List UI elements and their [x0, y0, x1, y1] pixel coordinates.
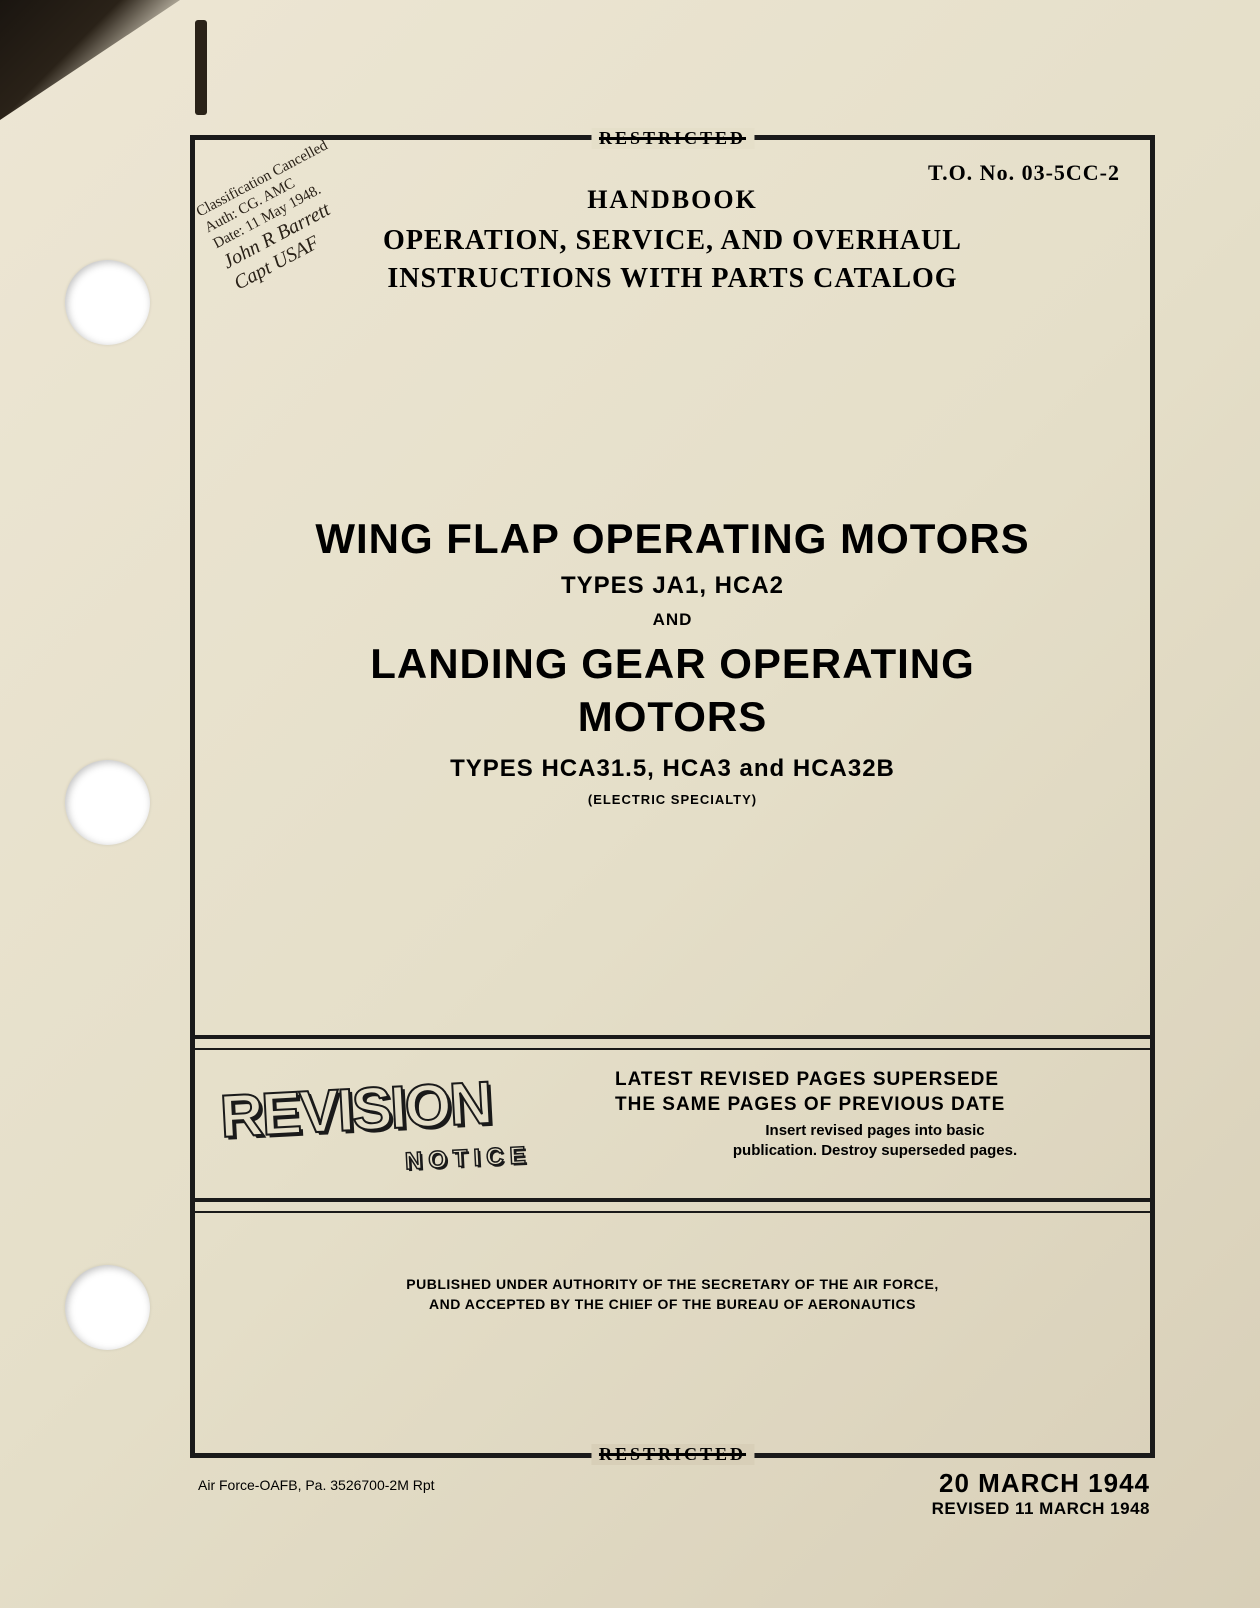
revision-line: publication. Destroy superseded pages. [733, 1142, 1017, 1159]
notice-word: NOTICE [404, 1142, 532, 1177]
authority-line: AND ACCEPTED BY THE CHIEF OF THE BUREAU … [429, 1296, 916, 1312]
punch-hole [65, 760, 150, 845]
punch-hole [65, 260, 150, 345]
publication-date: 20 MARCH 1944 [932, 1468, 1150, 1499]
divider-rule [195, 1198, 1150, 1202]
torn-corner [0, 0, 180, 120]
electric-specialty: (ELECTRIC SPECIALTY) [195, 792, 1150, 807]
revision-notice-block: REVISION NOTICE LATEST REVISED PAGES SUP… [195, 1060, 1150, 1195]
binding-mark [195, 20, 207, 115]
subtitle: OPERATION, SERVICE, AND OVERHAUL INSTRUC… [195, 222, 1150, 298]
divider-rule [195, 1035, 1150, 1039]
subtitle-line: OPERATION, SERVICE, AND OVERHAUL [383, 225, 962, 256]
technical-order-number: T.O. No. 03-5CC-2 [928, 160, 1120, 186]
revision-date: REVISED 11 MARCH 1948 [932, 1499, 1150, 1519]
revision-instruction: Insert revised pages into basic publicat… [615, 1121, 1135, 1160]
handbook-label: HANDBOOK [195, 185, 1150, 215]
revision-text: LATEST REVISED PAGES SUPERSEDE THE SAME … [615, 1068, 1135, 1160]
restricted-label-top: RESTRICTED [591, 128, 754, 149]
print-info: Air Force-OAFB, Pa. 3526700-2M Rpt [198, 1477, 435, 1493]
revision-line: LATEST REVISED PAGES SUPERSEDE [615, 1069, 999, 1090]
title-line: MOTORS [578, 693, 768, 740]
revision-headline: LATEST REVISED PAGES SUPERSEDE THE SAME … [615, 1068, 1135, 1117]
and-conjunction: AND [195, 610, 1150, 630]
date-block: 20 MARCH 1944 REVISED 11 MARCH 1948 [932, 1468, 1150, 1519]
punch-hole [65, 1265, 150, 1350]
subtitle-line: INSTRUCTIONS WITH PARTS CATALOG [387, 263, 957, 294]
main-title-wing-flap: WING FLAP OPERATING MOTORS [195, 515, 1150, 563]
revision-line: THE SAME PAGES OF PREVIOUS DATE [615, 1094, 1005, 1115]
revision-word: REVISION [218, 1068, 492, 1151]
revision-line: Insert revised pages into basic [765, 1122, 984, 1139]
authority-line: PUBLISHED UNDER AUTHORITY OF THE SECRETA… [406, 1276, 938, 1292]
divider-rule [195, 1048, 1150, 1050]
document-page: RESTRICTED Classification Cancelled Auth… [0, 0, 1260, 1608]
page-frame: RESTRICTED Classification Cancelled Auth… [190, 135, 1155, 1458]
types-wing-flap: TYPES JA1, HCA2 [195, 572, 1150, 600]
title-line: LANDING GEAR OPERATING [370, 640, 975, 687]
restricted-label-bottom: RESTRICTED [591, 1444, 754, 1465]
types-landing-gear: TYPES HCA31.5, HCA3 and HCA32B [195, 755, 1150, 783]
main-title-landing-gear: LANDING GEAR OPERATING MOTORS [195, 638, 1150, 743]
publishing-authority: PUBLISHED UNDER AUTHORITY OF THE SECRETA… [195, 1275, 1150, 1314]
divider-rule [195, 1211, 1150, 1213]
